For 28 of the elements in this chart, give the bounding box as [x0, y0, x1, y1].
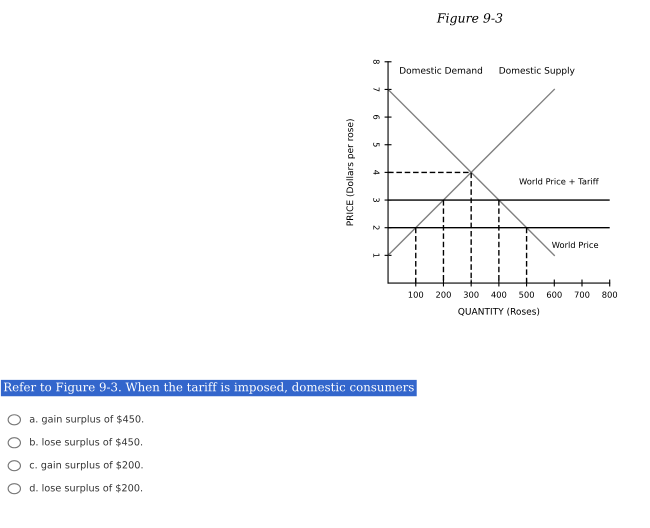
text: b. lose surplus of $450. [30, 438, 142, 448]
x-tick-label: 600 [546, 291, 562, 298]
y-tick-label: 8 [373, 60, 380, 64]
x-tick-label: 700 [574, 291, 590, 298]
y-tick-label: 4 [373, 170, 380, 175]
ref-line-label: World Price [552, 242, 598, 248]
x-tick-label: 500 [519, 291, 534, 298]
x-tick-label: 100 [408, 291, 424, 298]
text: Domestic Supply [500, 66, 575, 76]
ref-line-label: World Price + Tariff [519, 178, 599, 185]
text: d. lose surplus of $200. [30, 484, 142, 494]
y-tick-label: 5 [373, 142, 380, 147]
y-tick-label: 1 [373, 254, 380, 258]
y-tick-label: 2 [373, 226, 380, 230]
y-tick-label: 3 [373, 198, 380, 202]
y-axis-title: PRICE (Dollars per rose) [346, 119, 355, 226]
text: Domestic Demand [400, 66, 482, 74]
text: Refer to Figure 9-3. When the tariff is imposed, domestic consumers [4, 382, 414, 394]
text: c. gain surplus of $200. [30, 460, 143, 470]
x-axis-title: QUANTITY (Roses) [458, 308, 540, 316]
x-tick-label: 200 [436, 291, 451, 298]
y-tick-label: 7 [373, 87, 380, 92]
chart-title: Figure 9-3 [436, 13, 502, 26]
x-tick-label: 800 [602, 291, 618, 298]
text: a. gain surplus of $450. [30, 415, 144, 424]
y-tick-label: 6 [373, 115, 380, 120]
x-tick-label: 300 [464, 291, 479, 298]
x-tick-label: 400 [491, 291, 506, 298]
